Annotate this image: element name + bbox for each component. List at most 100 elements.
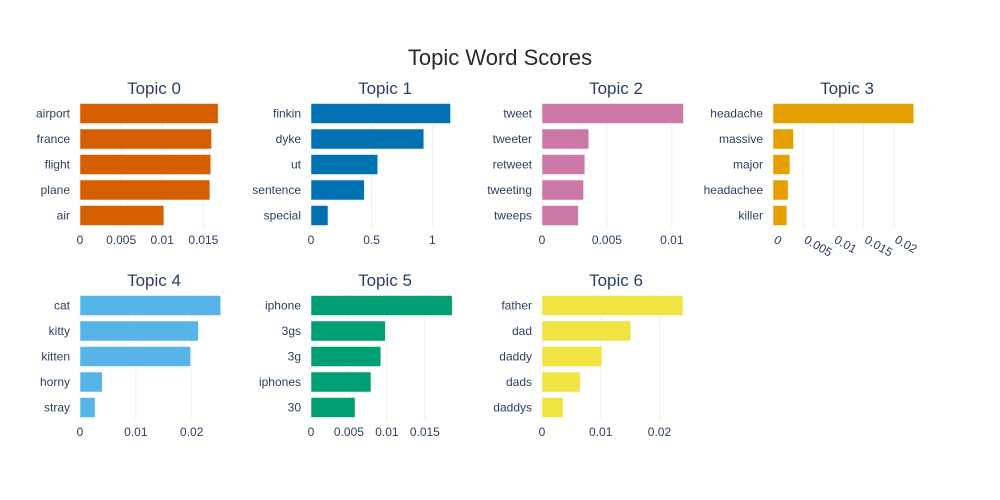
bar-tweet bbox=[541, 103, 684, 124]
category-label: dyke bbox=[276, 132, 302, 146]
tick-label: 0.02 bbox=[648, 425, 672, 439]
topic-panel-6: Topic 6 father dad daddy dads daddys 0 0.01 0.02 bbox=[493, 271, 684, 439]
category-label: 30 bbox=[288, 401, 302, 415]
tick-label: 0.01 bbox=[832, 232, 860, 256]
bar-headache bbox=[772, 103, 915, 124]
bar-cat bbox=[79, 295, 221, 316]
bar-30 bbox=[310, 397, 356, 418]
bar-daddys bbox=[541, 397, 564, 418]
category-label: retweet bbox=[493, 158, 533, 172]
tick-label: 0.005 bbox=[106, 233, 136, 247]
category-label: daddys bbox=[493, 401, 532, 415]
bar-air bbox=[79, 205, 165, 226]
category-label: daddy bbox=[499, 350, 532, 364]
tick-label: 0.5 bbox=[363, 233, 380, 247]
tick-label: 0.005 bbox=[334, 425, 364, 439]
bar-tweeting bbox=[541, 179, 584, 201]
bar-dads bbox=[541, 371, 581, 393]
category-label: iphones bbox=[259, 375, 301, 389]
category-label: dad bbox=[512, 324, 532, 338]
bar-horny bbox=[79, 371, 103, 393]
category-label: headache bbox=[710, 107, 763, 121]
category-label: france bbox=[37, 132, 71, 146]
topic-panel-0: Topic 0 airport france flight plane air 0 0.005… bbox=[36, 79, 219, 247]
tick-label: 0.01 bbox=[660, 233, 684, 247]
bar-killer bbox=[772, 205, 788, 226]
tick-label: 1 bbox=[429, 233, 436, 247]
category-label: plane bbox=[41, 183, 71, 197]
category-label: sentence bbox=[252, 183, 301, 197]
bar-daddy bbox=[541, 346, 603, 367]
chart-title: Topic Word Scores bbox=[408, 45, 592, 70]
category-label: tweeps bbox=[494, 209, 532, 223]
category-label: ut bbox=[291, 158, 302, 172]
category-label: horny bbox=[40, 375, 70, 389]
panel-title: Topic 3 bbox=[820, 79, 874, 98]
category-label: tweeting bbox=[487, 183, 532, 197]
bar-airport bbox=[79, 103, 219, 124]
panels-group: Topic 0 airport france flight plane air 0 0.005… bbox=[36, 79, 920, 439]
bar-kitten bbox=[79, 346, 191, 367]
tick-label: 0 bbox=[77, 233, 84, 247]
tick-label: 0 bbox=[308, 425, 315, 439]
category-label: air bbox=[57, 209, 70, 223]
panel-title: Topic 5 bbox=[358, 271, 412, 290]
category-label: tweeter bbox=[493, 132, 532, 146]
tick-label: 0 bbox=[77, 425, 84, 439]
topic-panel-5: Topic 5 iphone 3gs 3g iphones 30 0 0.005 0.01 0.0… bbox=[259, 271, 453, 439]
bar-tweeter bbox=[541, 128, 589, 150]
tick-label: 0 bbox=[772, 232, 785, 248]
category-label: 3gs bbox=[282, 324, 301, 338]
bar-ut bbox=[310, 154, 378, 175]
tick-label: 0.01 bbox=[124, 425, 148, 439]
category-label: stray bbox=[44, 401, 70, 415]
bar-iphone bbox=[310, 295, 453, 316]
tick-label: 0.005 bbox=[592, 233, 622, 247]
bar-3gs bbox=[310, 320, 386, 342]
category-label: special bbox=[264, 209, 301, 223]
tick-label: 0.01 bbox=[375, 425, 399, 439]
tick-label: 0 bbox=[539, 233, 546, 247]
panel-title: Topic 1 bbox=[358, 79, 412, 98]
topic-panel-4: Topic 4 cat kitty kitten horny stray 0 0.01 0.02 bbox=[40, 271, 221, 439]
bar-flight bbox=[79, 154, 211, 175]
bar-major bbox=[772, 154, 791, 175]
category-label: kitten bbox=[41, 350, 70, 364]
tick-label: 0 bbox=[539, 425, 546, 439]
tick-label: 0.005 bbox=[802, 232, 835, 259]
category-label: major bbox=[733, 158, 763, 172]
bar-headachee bbox=[772, 179, 789, 201]
panel-title: Topic 6 bbox=[589, 271, 643, 290]
tick-label: 0.015 bbox=[188, 233, 218, 247]
tick-label: 0.02 bbox=[892, 232, 920, 256]
bar-massive bbox=[772, 128, 794, 150]
bar-retweet bbox=[541, 154, 586, 175]
category-label: finkin bbox=[273, 107, 301, 121]
category-label: killer bbox=[738, 209, 763, 223]
category-label: massive bbox=[719, 132, 763, 146]
category-label: tweet bbox=[503, 107, 532, 121]
category-label: father bbox=[501, 299, 532, 313]
bar-dad bbox=[541, 320, 631, 342]
bar-sentence bbox=[310, 179, 365, 201]
bar-3g bbox=[310, 346, 382, 367]
category-label: airport bbox=[36, 107, 71, 121]
topic-panel-2: Topic 2 tweet tweeter retweet tweeting tweeps… bbox=[487, 79, 684, 247]
tick-label: 0.015 bbox=[862, 232, 895, 259]
tick-label: 0.02 bbox=[180, 425, 204, 439]
category-label: 3g bbox=[288, 350, 301, 364]
bar-finkin bbox=[310, 103, 451, 124]
category-label: iphone bbox=[265, 299, 301, 313]
category-label: headachee bbox=[704, 183, 764, 197]
category-label: kitty bbox=[49, 324, 70, 338]
bar-stray bbox=[79, 397, 96, 418]
panel-title: Topic 4 bbox=[127, 271, 181, 290]
tick-label: 0 bbox=[308, 233, 315, 247]
bar-kitty bbox=[79, 320, 199, 342]
bar-france bbox=[79, 128, 212, 150]
bar-iphones bbox=[310, 371, 372, 393]
bar-dyke bbox=[310, 128, 425, 150]
bar-tweeps bbox=[541, 205, 579, 226]
category-label: cat bbox=[54, 299, 71, 313]
